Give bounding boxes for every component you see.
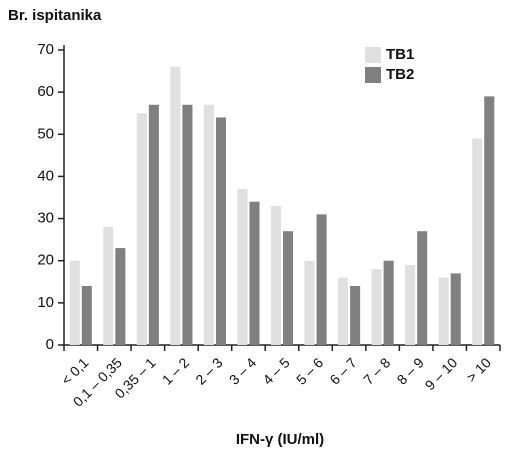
bar — [338, 277, 349, 345]
x-tick-label: > 10 — [463, 354, 494, 385]
x-axis-label: IFN-γ (IU/ml) — [236, 431, 324, 448]
bar — [270, 205, 281, 345]
bar — [484, 96, 495, 345]
y-tick-label: 20 — [37, 252, 54, 269]
y-tick-label: 30 — [37, 210, 54, 227]
x-tick-label: 7 – 8 — [360, 354, 393, 387]
legend-swatch — [365, 47, 381, 63]
x-tick-label: 9 – 10 — [422, 354, 461, 393]
bar — [350, 286, 361, 345]
y-tick-label: 50 — [37, 125, 54, 142]
legend-label: TB1 — [386, 46, 414, 63]
y-tick-label: 70 — [37, 41, 54, 58]
x-tick-label: 5 – 6 — [293, 354, 326, 387]
bar — [304, 260, 315, 345]
bar — [383, 260, 394, 345]
bar — [115, 248, 126, 345]
bar — [405, 264, 416, 345]
bar — [237, 189, 248, 345]
x-tick-label: 2 – 3 — [192, 354, 225, 387]
bar — [438, 277, 449, 345]
bar — [103, 227, 114, 345]
bar — [371, 269, 382, 345]
legend-label: TB2 — [386, 66, 414, 83]
legend-swatch — [365, 67, 381, 83]
y-tick-label: 60 — [37, 83, 54, 100]
bar — [170, 66, 181, 345]
bar — [316, 214, 327, 345]
bar — [69, 260, 80, 345]
bar — [283, 231, 294, 345]
bar — [417, 231, 428, 345]
bar — [249, 201, 260, 345]
bar — [182, 104, 193, 346]
bar — [136, 113, 147, 345]
bar — [450, 273, 461, 345]
bar — [148, 104, 159, 346]
x-tick-label: 4 – 5 — [259, 354, 292, 387]
y-tick-label: 10 — [37, 294, 54, 311]
bar — [203, 104, 214, 346]
bar — [472, 138, 483, 345]
bar — [81, 286, 92, 345]
chart-title: Br. ispitanika — [8, 7, 102, 24]
x-tick-label: 6 – 7 — [326, 354, 359, 387]
x-tick-label: 3 – 4 — [226, 354, 259, 387]
bar — [215, 117, 226, 345]
y-tick-label: 0 — [46, 336, 54, 353]
y-tick-label: 40 — [37, 167, 54, 184]
x-tick-label: 1 – 2 — [159, 354, 192, 387]
